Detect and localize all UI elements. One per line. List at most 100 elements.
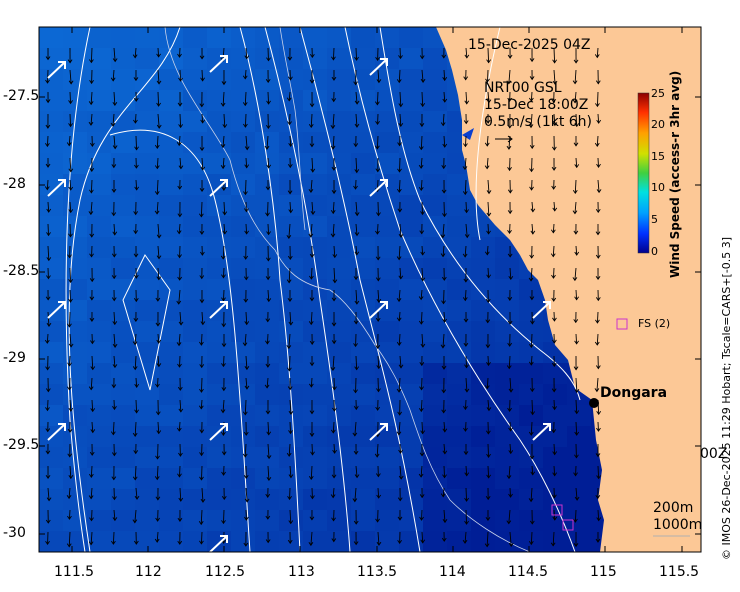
arrow-icon: [134, 465, 137, 480]
field-cell: [399, 468, 424, 490]
arrow-icon: [200, 201, 203, 217]
arrow-icon: [135, 377, 138, 388]
field-cell: [255, 174, 280, 196]
field-cell: [303, 27, 328, 49]
arrow-icon: [88, 121, 94, 126]
field-cell: [111, 153, 136, 175]
arrow-icon: [112, 321, 118, 326]
arrow-icon: [420, 277, 426, 282]
arrow-icon: [551, 166, 557, 171]
field-cell: [303, 426, 328, 448]
arrow-icon: [69, 69, 72, 84]
arrow-icon: [441, 537, 447, 542]
arrow-icon: [157, 245, 160, 259]
field-cell: [543, 405, 568, 427]
arrow-icon: [265, 410, 271, 415]
arrow-icon: [484, 165, 490, 170]
field-cell: [39, 342, 64, 364]
arrow-icon: [354, 251, 360, 256]
field-cell: [111, 447, 136, 469]
arrow-icon: [377, 355, 380, 369]
field-cell: [111, 195, 136, 217]
arrow-icon: [443, 421, 446, 432]
arrow-icon: [311, 157, 314, 172]
arrow-icon: [420, 465, 423, 478]
arrow-icon: [242, 102, 248, 107]
arrow-icon: [507, 167, 512, 172]
arrow-icon: [89, 59, 94, 64]
field-cell: [279, 447, 304, 469]
model-label: NRT00 GSL: [484, 80, 562, 96]
arrow-icon: [309, 516, 315, 521]
field-cell: [39, 195, 64, 217]
arrow-icon: [222, 211, 228, 216]
arrow-icon: [397, 168, 402, 173]
field-cell: [231, 384, 256, 406]
arrow-icon: [264, 145, 270, 150]
field-cell: [447, 489, 472, 511]
field-cell: [183, 489, 208, 511]
arrow-icon: [574, 509, 577, 523]
field-cell: [447, 174, 472, 196]
field-cell: [351, 237, 376, 259]
field-cell: [87, 216, 112, 238]
arrow-icon: [398, 233, 404, 238]
arrow-icon: [157, 421, 160, 434]
arrow-icon: [221, 274, 226, 279]
arrow-icon: [265, 186, 271, 191]
field-cell: [255, 27, 280, 49]
arrow-icon: [487, 47, 490, 63]
arrow-icon: [597, 509, 600, 521]
arrow-icon: [333, 443, 336, 454]
field-cell: [327, 111, 352, 133]
field-cell: [87, 132, 112, 154]
field-cell: [159, 510, 184, 532]
arrow-icon: [266, 431, 272, 436]
arrow-icon: [331, 297, 337, 302]
field-cell: [63, 237, 88, 259]
arrow-icon: [177, 53, 182, 58]
arrow-icon: [331, 98, 337, 103]
arrow-icon: [596, 427, 601, 432]
arrow-icon: [421, 245, 424, 255]
arrow-icon: [69, 179, 72, 190]
field-cell: [231, 426, 256, 448]
field-cell: [39, 510, 64, 532]
field-cell: [231, 300, 256, 322]
arrow-icon: [288, 355, 291, 371]
arrow-icon: [575, 421, 578, 436]
arrow-icon: [465, 47, 468, 58]
arrow-icon: [398, 289, 401, 302]
arrow-icon: [442, 113, 445, 126]
arrow-icon: [353, 276, 359, 281]
field-cell: [231, 510, 256, 532]
arrow-icon: [199, 147, 205, 152]
field-cell: [87, 384, 112, 406]
y-tick-label: -29: [3, 350, 26, 366]
field-cell: [63, 27, 88, 49]
field-cell: [351, 384, 376, 406]
field-cell: [471, 384, 496, 406]
arrow-icon: [552, 516, 558, 521]
field-cell: [327, 468, 352, 490]
arrow-icon: [245, 157, 248, 168]
arrow-icon: [156, 465, 159, 480]
field-cell: [231, 405, 256, 427]
arrow-icon: [595, 453, 601, 458]
arrow-icon: [353, 185, 358, 190]
field-cell: [423, 363, 448, 385]
field-cell: [327, 342, 352, 364]
arrow-icon: [221, 431, 226, 436]
field-cell: [111, 531, 136, 552]
arrow-icon: [484, 543, 490, 548]
arrow-icon: [266, 476, 272, 482]
arrow-icon: [67, 59, 73, 64]
arrow-icon: [355, 245, 358, 255]
field-cell: [399, 321, 424, 343]
arrow-icon: [464, 531, 467, 544]
arrow-icon: [223, 201, 226, 215]
arrow-icon: [595, 80, 601, 85]
arrow-icon: [133, 253, 139, 258]
arrow-icon: [465, 421, 467, 432]
field-cell: [159, 237, 184, 259]
